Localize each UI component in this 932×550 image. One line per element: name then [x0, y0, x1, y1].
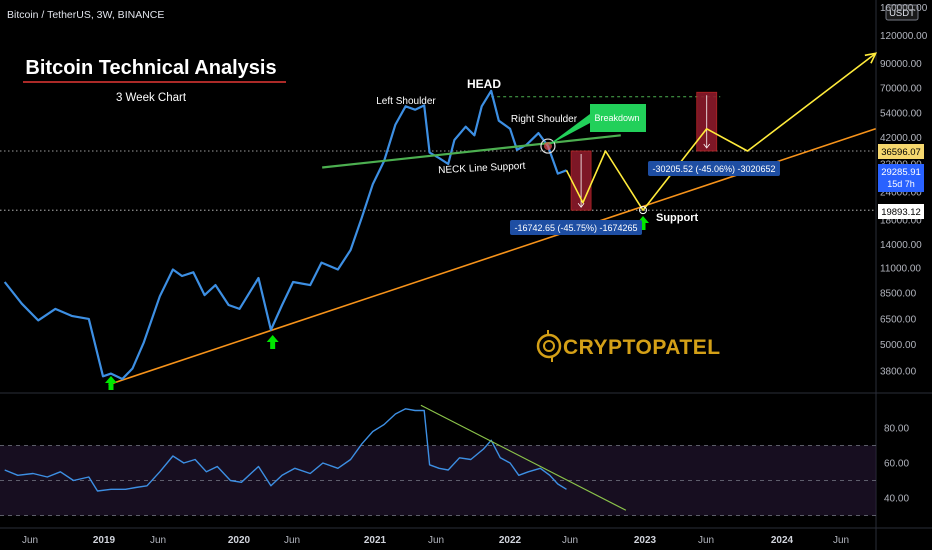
time-tick-label: Jun — [428, 535, 444, 546]
label-support: Support — [656, 212, 698, 224]
svg-text:36596.07: 36596.07 — [881, 147, 921, 158]
brand-watermark: CRYPTOPATEL — [536, 330, 721, 362]
projection-arrowhead — [864, 52, 878, 64]
currency-button[interactable]: USDT — [885, 4, 919, 21]
price-tick-label: 54000.00 — [880, 109, 922, 120]
bar-countdown: 15d 7h — [887, 179, 915, 189]
support-arrow-icon — [266, 335, 279, 349]
time-tick-label: 2024 — [771, 535, 794, 546]
price-tick-label: 18000.00 — [880, 215, 922, 226]
time-tick-label: Jun — [22, 535, 38, 546]
price-tick-label: 6500.00 — [880, 314, 917, 325]
time-tick-label: Jun — [150, 535, 166, 546]
support-arrow-icon — [637, 216, 649, 230]
svg-text:-30205.52 (-45.06%) -3020652: -30205.52 (-45.06%) -3020652 — [652, 164, 775, 174]
label-neckline: NECK Line Support — [438, 161, 526, 177]
projection-path — [565, 52, 877, 211]
price-tick-top-partial: 160000.00 — [880, 3, 928, 14]
time-tick-label: 2022 — [499, 535, 522, 546]
breakdown-label: Breakdown — [594, 113, 639, 123]
label-head: HEAD — [467, 77, 501, 91]
breakdown-callout: Breakdown — [547, 104, 646, 146]
chart-subtitle: 3 Week Chart — [116, 92, 187, 104]
measure-label-2: -30205.52 (-45.06%) -3020652 — [648, 161, 780, 176]
time-tick-label: Jun — [833, 535, 849, 546]
support-arrow-icon — [105, 376, 117, 390]
price-tick-label: 3800.00 — [880, 367, 917, 378]
brand-name: CRYPTOPATEL — [563, 336, 721, 359]
current-price: 29285.91 — [881, 167, 921, 178]
measure-label-1: -16742.65 (-45.75%) -1674265 — [510, 220, 642, 235]
svg-text:-16742.65 (-45.75%) -1674265: -16742.65 (-45.75%) -1674265 — [514, 223, 637, 233]
support-point-marker — [639, 206, 647, 215]
rsi-tick-label: 60.00 — [884, 459, 909, 470]
breakdown-point-marker — [540, 138, 556, 154]
price-tick-label: 11000.00 — [880, 263, 921, 274]
price-line — [3, 89, 567, 381]
time-tick-label: Jun — [698, 535, 714, 546]
rsi-trendline — [420, 404, 627, 511]
time-tick-label: 2021 — [364, 535, 387, 546]
price-tick-label: 5000.00 — [880, 340, 917, 351]
time-tick-label: Jun — [284, 535, 300, 546]
time-tick-label: Jun — [562, 535, 578, 546]
rsi-tick-label: 40.00 — [884, 494, 909, 505]
price-tick-label: 24000.00 — [880, 187, 922, 198]
measure-arrow-head — [703, 143, 711, 149]
price-tick-label: 90000.00 — [880, 59, 922, 70]
symbol-header: Bitcoin / TetherUS, 3W, BINANCE — [7, 9, 164, 21]
time-tick-label: 2020 — [228, 535, 251, 546]
price-tag-level-a: 36596.07 — [878, 144, 924, 159]
time-tick-label: 2023 — [634, 535, 657, 546]
svg-text:19893.12: 19893.12 — [881, 207, 921, 218]
measure-arrow-head — [577, 202, 585, 208]
price-tick-label: 8500.00 — [880, 288, 917, 299]
price-tick-label: 120000.00 — [880, 31, 928, 42]
brand-logo-icon — [536, 330, 562, 362]
price-tick-label: 42000.00 — [880, 133, 922, 144]
rsi-pane: 80.00 60.00 40.00 — [0, 404, 909, 516]
currency-button-label: USDT — [889, 8, 915, 19]
neckline — [322, 134, 621, 169]
price-tick-label: 14000.00 — [880, 240, 922, 251]
label-left-shoulder: Left Shoulder — [376, 96, 436, 107]
rsi-tick-label: 80.00 — [884, 424, 909, 435]
label-right-shoulder: Right Shoulder — [511, 114, 578, 125]
time-tick-label: 2019 — [93, 535, 116, 546]
price-tag-current: 29285.91 15d 7h — [878, 164, 924, 192]
price-tick-label: 70000.00 — [880, 84, 922, 95]
rsi-line — [4, 408, 567, 492]
chart-title: Bitcoin Technical Analysis — [25, 57, 276, 79]
price-tag-level-b: 19893.12 — [878, 204, 924, 219]
